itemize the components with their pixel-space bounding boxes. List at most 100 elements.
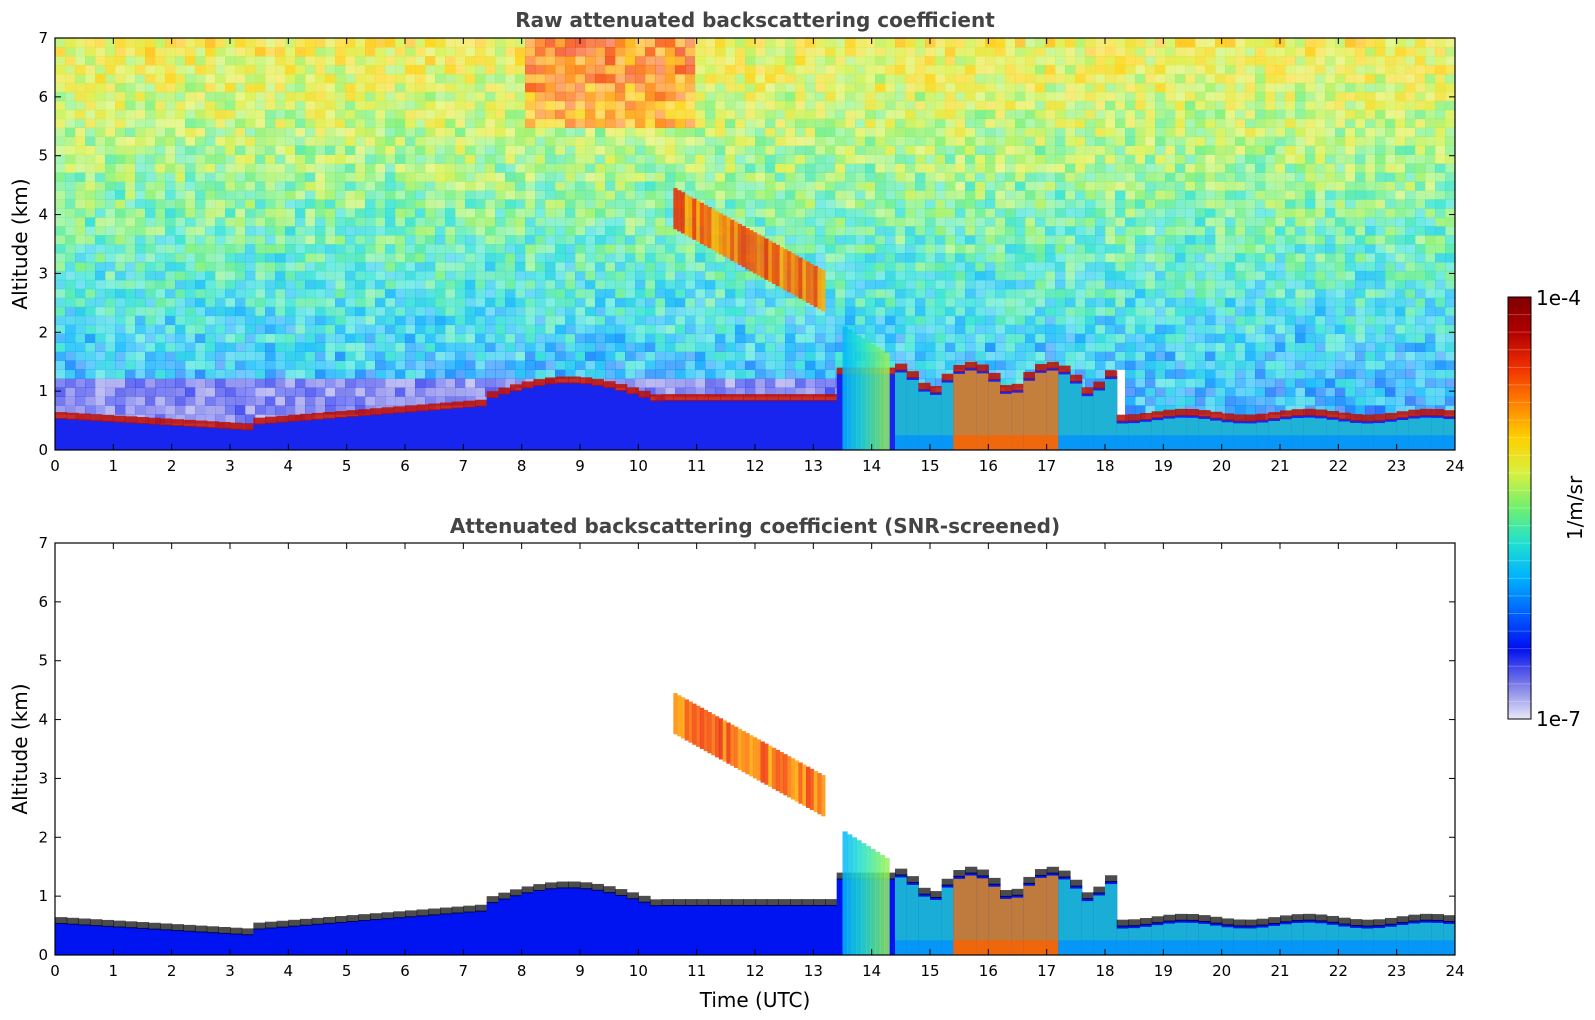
heatmap-cell <box>525 73 536 84</box>
heatmap-cell <box>95 154 106 164</box>
heatmap-cell <box>215 208 226 218</box>
heatmap-cell <box>775 109 786 120</box>
heatmap-cell <box>1095 38 1106 48</box>
heatmap-cell <box>535 297 546 308</box>
heatmap-cell <box>685 270 696 281</box>
heatmap-cell <box>315 387 326 397</box>
heatmap-cell <box>165 145 176 155</box>
heatmap-cell <box>205 235 216 245</box>
heatmap-cell <box>505 46 516 57</box>
heatmap-cell <box>495 91 506 102</box>
heatmap-cell <box>305 46 316 57</box>
heatmap-cell <box>555 64 566 75</box>
heatmap-cell <box>1125 297 1136 308</box>
heatmap-cell <box>1135 351 1146 361</box>
heatmap-cell <box>1085 100 1096 111</box>
heatmap-cell <box>995 351 1006 361</box>
heatmap-cell <box>315 342 326 352</box>
heatmap-cell <box>685 136 696 146</box>
heatmap-cell <box>85 270 96 281</box>
heatmap-cell <box>125 261 136 272</box>
heatmap-cell <box>1165 306 1176 317</box>
heatmap-cell <box>995 315 1006 326</box>
heatmap-cell <box>65 226 76 236</box>
heatmap-cell <box>155 73 166 84</box>
heatmap-cell <box>325 46 336 57</box>
heatmap-cell <box>935 73 946 84</box>
heatmap-cell <box>325 369 336 379</box>
heatmap-cell <box>765 279 776 290</box>
heatmap-cell <box>145 136 156 146</box>
heatmap-cell <box>715 279 726 290</box>
heatmap-cell <box>875 235 886 245</box>
heatmap-cell <box>635 154 646 164</box>
heatmap-cell <box>165 252 176 263</box>
heatmap-cell <box>195 414 206 424</box>
heatmap-cell <box>985 261 996 272</box>
heatmap-cell <box>185 244 196 254</box>
heatmap-cell <box>85 38 96 48</box>
heatmap-cell <box>295 109 306 120</box>
heatmap-cell <box>205 261 216 272</box>
heatmap-cell <box>345 172 356 182</box>
heatmap-cell <box>285 342 296 352</box>
heatmap-cell <box>415 109 426 120</box>
heatmap-cell <box>375 109 386 120</box>
heatmap-cell <box>1095 252 1106 263</box>
heatmap-cell <box>625 163 636 173</box>
heatmap-cell <box>235 82 246 93</box>
heatmap-cell <box>835 64 846 75</box>
heatmap-cell <box>1065 82 1076 93</box>
heatmap-cell <box>285 127 296 138</box>
heatmap-cell <box>1025 73 1036 84</box>
heatmap-cell <box>435 199 446 209</box>
heatmap-cell <box>415 226 426 236</box>
heatmap-cell <box>655 208 666 218</box>
heatmap-cell <box>755 127 766 138</box>
heatmap-cell <box>895 73 906 84</box>
heatmap-cell <box>1275 261 1286 272</box>
heatmap-cell <box>1085 73 1096 84</box>
heatmap-cell <box>95 181 106 191</box>
heatmap-cell <box>755 288 766 299</box>
heatmap-cell <box>125 136 136 146</box>
heatmap-cell <box>1145 297 1156 308</box>
heatmap-cell <box>85 100 96 111</box>
heatmap-cell <box>865 172 876 182</box>
heatmap-cell <box>365 46 376 57</box>
heatmap-cell <box>145 73 156 84</box>
heatmap-cell <box>1055 208 1066 218</box>
heatmap-cell <box>225 288 236 299</box>
heatmap-cell <box>255 288 266 299</box>
heatmap-cell <box>965 270 976 281</box>
heatmap-cell <box>525 235 536 245</box>
heatmap-cell <box>405 315 416 326</box>
heatmap-cell <box>695 342 706 352</box>
heatmap-cell <box>795 333 806 344</box>
heatmap-cell <box>485 154 496 164</box>
heatmap-cell <box>145 38 156 48</box>
heatmap-cell <box>685 297 696 308</box>
heatmap-cell <box>705 82 716 93</box>
heatmap-cell <box>995 333 1006 344</box>
heatmap-cell <box>865 91 876 102</box>
heatmap-cell <box>75 154 86 164</box>
heatmap-cell <box>75 324 86 335</box>
heatmap-cell <box>1015 199 1026 209</box>
heatmap-cell <box>495 288 506 299</box>
heatmap-cell <box>915 163 926 173</box>
heatmap-cell <box>385 279 396 290</box>
heatmap-cell <box>545 279 556 290</box>
heatmap-cell <box>1125 154 1136 164</box>
heatmap-cell <box>835 91 846 102</box>
heatmap-cell <box>65 288 76 299</box>
heatmap-cell <box>1045 288 1056 299</box>
heatmap-cell <box>745 315 756 326</box>
heatmap-cell <box>825 333 836 344</box>
heatmap-cell <box>1195 288 1206 299</box>
heatmap-cell <box>515 333 526 344</box>
heatmap-cell <box>245 235 256 245</box>
heatmap-cell <box>125 73 136 84</box>
heatmap-cell <box>85 351 96 361</box>
heatmap-cell <box>415 324 426 335</box>
